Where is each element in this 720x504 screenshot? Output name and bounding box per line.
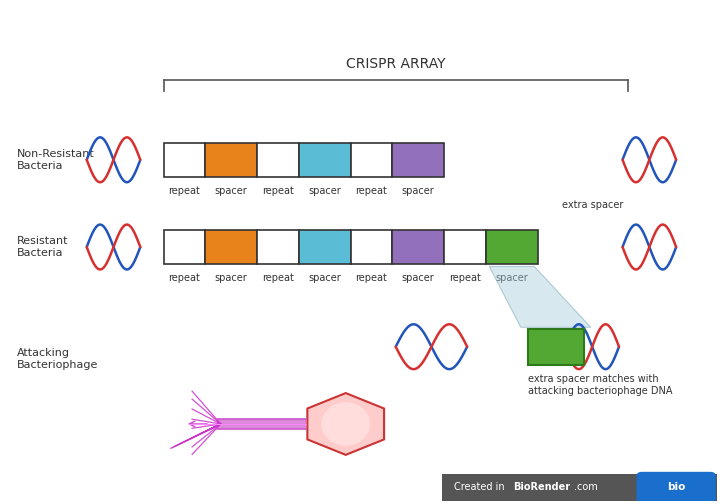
Ellipse shape: [321, 402, 370, 446]
Text: spacer: spacer: [308, 185, 341, 196]
Bar: [444, 230, 486, 264]
Polygon shape: [490, 267, 591, 327]
Bar: [163, 143, 205, 177]
Bar: [257, 230, 299, 264]
Text: repeat: repeat: [168, 273, 200, 283]
Text: repeat: repeat: [262, 185, 294, 196]
Text: spacer: spacer: [402, 273, 435, 283]
Bar: [351, 143, 392, 177]
Bar: [205, 143, 257, 177]
Bar: [442, 474, 717, 501]
Text: CRISPR ARRAY: CRISPR ARRAY: [346, 57, 446, 71]
Text: extra spacer: extra spacer: [562, 200, 623, 210]
Text: bio: bio: [667, 482, 685, 492]
Bar: [299, 143, 351, 177]
Text: repeat: repeat: [449, 273, 481, 283]
Text: repeat: repeat: [356, 273, 387, 283]
Bar: [486, 230, 538, 264]
Bar: [392, 230, 444, 264]
Text: BioRender: BioRender: [513, 482, 571, 492]
Text: Attacking
Bacteriophage: Attacking Bacteriophage: [17, 348, 99, 370]
Text: spacer: spacer: [215, 185, 248, 196]
Text: extra spacer matches with
attacking bacteriophage DNA: extra spacer matches with attacking bact…: [528, 374, 672, 396]
Text: Resistant
Bacteria: Resistant Bacteria: [17, 236, 68, 258]
Bar: [163, 230, 205, 264]
Bar: [351, 230, 392, 264]
Bar: [257, 143, 299, 177]
Text: repeat: repeat: [168, 185, 200, 196]
Text: spacer: spacer: [215, 273, 248, 283]
Text: repeat: repeat: [356, 185, 387, 196]
Bar: [205, 230, 257, 264]
Text: Created in: Created in: [454, 482, 508, 492]
Text: Non-Resistant
Bacteria: Non-Resistant Bacteria: [17, 149, 95, 170]
Bar: [299, 230, 351, 264]
Bar: [528, 329, 584, 365]
Bar: [392, 143, 444, 177]
Text: .com: .com: [575, 482, 598, 492]
Text: repeat: repeat: [262, 273, 294, 283]
Text: spacer: spacer: [402, 185, 435, 196]
FancyBboxPatch shape: [636, 472, 716, 503]
Text: spacer: spacer: [495, 273, 528, 283]
Polygon shape: [307, 393, 384, 455]
Text: spacer: spacer: [308, 273, 341, 283]
